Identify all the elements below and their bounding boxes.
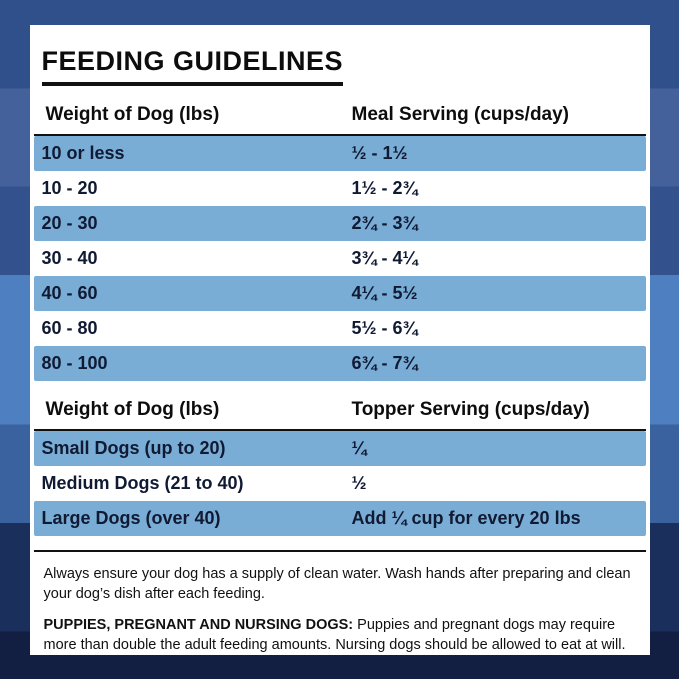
table-row: 10 or less ½ - 1½ — [33, 136, 646, 172]
notes-divider — [33, 550, 646, 553]
weight-cell: 20 - 30 — [41, 213, 98, 234]
note-lead: PUPPIES, PREGNANT AND NURSING DOGS: — [43, 617, 354, 634]
notes-section: Always ensure your dog has a supply of c… — [30, 552, 650, 655]
weight-column-header: Weight of Dog (lbs) — [45, 399, 220, 421]
table-row: Large Dogs (over 40) Add ¼ cup for every … — [33, 501, 646, 537]
weight-cell: Small Dogs (up to 20) — [41, 438, 226, 459]
serving-cell: 1½ - 2¾ — [351, 178, 418, 199]
serving-column-header: Topper Serving (cups/day) — [351, 399, 590, 421]
weight-column-header: Weight of Dog (lbs) — [45, 104, 220, 126]
title-section: FEEDING GUIDELINES — [30, 41, 650, 87]
serving-cell: 2¾ - 3¾ — [351, 213, 418, 234]
weight-cell: 40 - 60 — [41, 283, 98, 304]
tables-container: Weight of Dog (lbs) Meal Serving (cups/da… — [30, 104, 650, 537]
note-paragraph: PUPPIES, PREGNANT AND NURSING DOGS: Pupp… — [44, 615, 636, 655]
table-row: 60 - 80 5½ - 6¾ — [34, 311, 646, 346]
feeding-table-2: Weight of Dog (lbs) Topper Serving (cups/… — [30, 399, 650, 537]
note-text: Puppies and pregnant dogs may require mo… — [43, 617, 626, 654]
serving-cell: 5½ - 6¾ — [351, 318, 418, 339]
table-row: 30 - 40 3¾ - 4¼ — [34, 241, 646, 276]
table-header-row: Weight of Dog (lbs) Topper Serving (cups/… — [33, 399, 646, 432]
note-text: Always ensure your dog has a supply of c… — [43, 566, 631, 603]
weight-cell: 10 or less — [41, 143, 125, 164]
serving-cell: 3¾ - 4¼ — [351, 248, 418, 269]
serving-cell: 4¼ - 5½ — [351, 283, 418, 304]
serving-cell: ¼ — [351, 438, 367, 459]
weight-cell: 80 - 100 — [41, 353, 108, 374]
weight-cell: 30 - 40 — [41, 248, 98, 269]
feeding-table-1: Weight of Dog (lbs) Meal Serving (cups/da… — [30, 104, 650, 382]
table-row: Medium Dogs (21 to 40) ½ — [34, 466, 646, 501]
table-row: 40 - 60 4¼ - 5½ — [33, 276, 646, 312]
serving-column-header: Meal Serving (cups/day) — [351, 104, 570, 126]
serving-cell: ½ — [351, 473, 367, 494]
weight-cell: Large Dogs (over 40) — [41, 508, 221, 529]
weight-cell: 10 - 20 — [41, 178, 98, 199]
serving-cell: Add ¼ cup for every 20 lbs — [351, 508, 581, 529]
page-title: FEEDING GUIDELINES — [41, 47, 344, 87]
serving-cell: ½ - 1½ — [351, 143, 408, 164]
weight-cell: 60 - 80 — [41, 318, 98, 339]
table-header-row: Weight of Dog (lbs) Meal Serving (cups/da… — [33, 104, 646, 137]
table-row: 20 - 30 2¾ - 3¾ — [33, 206, 646, 242]
serving-cell: 6¾ - 7¾ — [351, 353, 418, 374]
note-paragraph: Always ensure your dog has a supply of c… — [44, 564, 636, 604]
feeding-guidelines-card: FEEDING GUIDELINES Weight of Dog (lbs) Me… — [29, 25, 650, 655]
table-row: 10 - 20 1½ - 2¾ — [34, 171, 646, 206]
weight-cell: Medium Dogs (21 to 40) — [41, 473, 244, 494]
table-row: 80 - 100 6¾ - 7¾ — [33, 346, 646, 382]
table-row: Small Dogs (up to 20) ¼ — [33, 431, 646, 467]
